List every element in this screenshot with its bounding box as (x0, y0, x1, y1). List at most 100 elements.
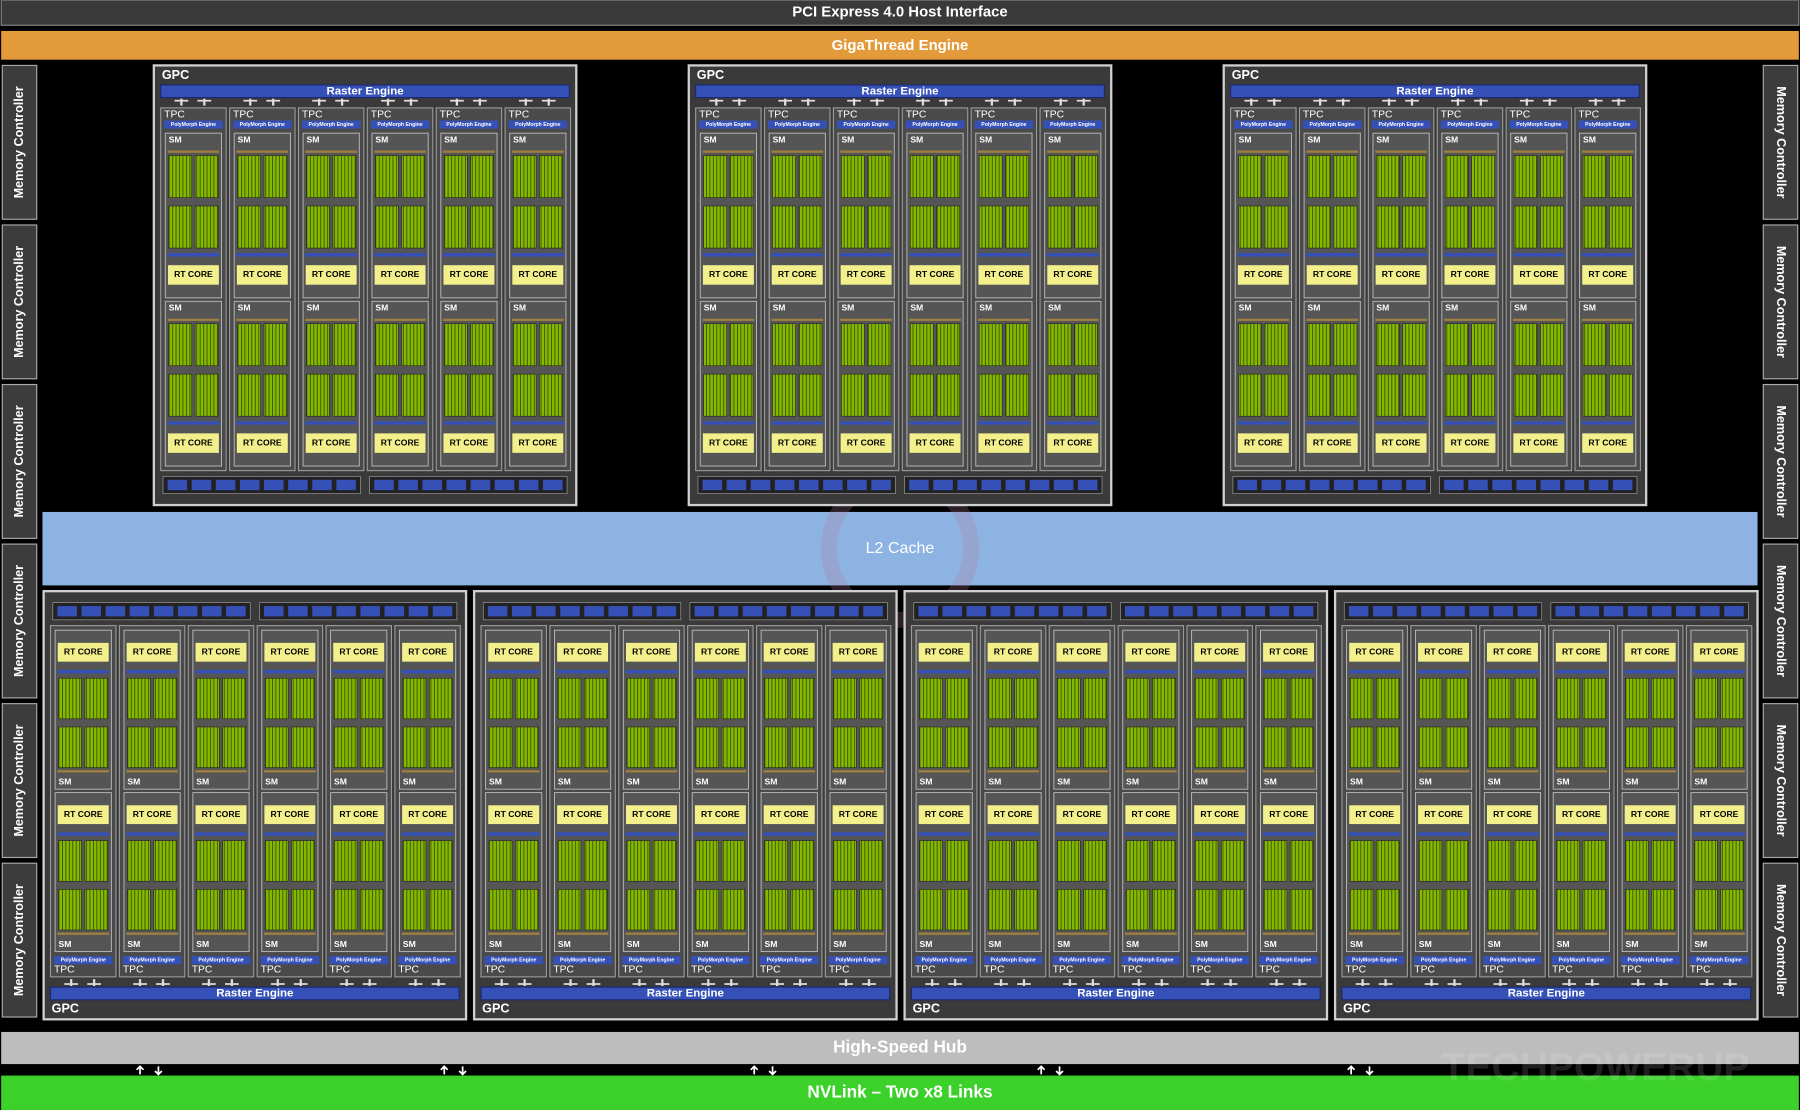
sm-divider (771, 318, 824, 321)
cuda-cores (1221, 726, 1245, 768)
cuda-cores (919, 840, 943, 882)
sm-bar (236, 253, 289, 257)
cuda-cores (1582, 889, 1607, 931)
cuda-cores (859, 840, 884, 882)
texture-unit (918, 606, 938, 617)
arrow (368, 979, 371, 987)
arrow (1525, 98, 1528, 106)
rt-core (373, 264, 427, 286)
arrow (230, 979, 234, 987)
cuda-cores (557, 677, 582, 720)
cuda-cores (1694, 840, 1718, 882)
polymorph-engine (983, 956, 1043, 965)
rt-core-label: RT CORE (1588, 269, 1627, 279)
cuda-cores (332, 205, 357, 249)
sm-bar (771, 253, 824, 257)
rt-core (1046, 432, 1099, 454)
texture-unit (942, 606, 962, 617)
texture-unit (560, 606, 580, 617)
cuda-cores (306, 155, 330, 198)
texture-unit (790, 606, 811, 617)
cuda-cores (264, 889, 289, 931)
texture-unit (518, 479, 539, 491)
rt-core (401, 642, 454, 663)
tpc-label: TPC (1043, 110, 1064, 121)
cuda-cores (1152, 889, 1176, 931)
rt-core (1443, 264, 1497, 286)
cuda-cores (584, 726, 608, 768)
arrow (345, 979, 348, 987)
texture-unit (1245, 606, 1266, 617)
tpc-label: TPC (691, 965, 712, 976)
cuda-cores (1651, 677, 1676, 720)
texture-row (697, 476, 896, 494)
cuda-cores (222, 889, 246, 931)
sm-label: SM (988, 777, 1001, 787)
sm-divider (1237, 150, 1290, 153)
arrow (1137, 979, 1140, 987)
texture-unit (1492, 479, 1512, 491)
texture-unit (933, 479, 953, 491)
texture-unit (153, 606, 174, 617)
sm-label: SM (841, 134, 854, 144)
polymorph-engine (1043, 120, 1103, 129)
sm-bar (918, 669, 971, 674)
arrow (1298, 979, 1301, 987)
arrow (437, 979, 440, 987)
texture-unit (847, 479, 867, 491)
cuda-cores (988, 726, 1012, 768)
rt-core-label: RT CORE (64, 647, 103, 657)
rt-core (1055, 804, 1109, 825)
sm-bar (195, 832, 247, 836)
polymorph-label: PolyMorph Engine (629, 958, 674, 964)
rt-core (918, 804, 971, 825)
sm-label: SM (238, 134, 251, 144)
rt-core-label: RT CORE (133, 809, 172, 819)
tpc-label: TPC (760, 965, 781, 976)
cuda-cores (1444, 677, 1469, 720)
cuda-cores (153, 677, 178, 720)
memory-controller (1762, 64, 1799, 220)
cuda-cores (1290, 677, 1314, 720)
rt-core (1555, 642, 1608, 663)
cuda-cores (936, 205, 960, 249)
rt-core (236, 264, 289, 286)
cuda-cores (539, 205, 563, 249)
cuda-cores (443, 323, 468, 367)
rt-core (305, 264, 358, 286)
arrow (523, 979, 526, 987)
raster-engine-label: Raster Engine (1077, 988, 1154, 1000)
cuda-cores (798, 155, 823, 198)
memory-controller (1762, 383, 1799, 539)
sm-bar (167, 421, 220, 425)
sm-label: SM (1694, 939, 1707, 949)
cuda-cores (1125, 889, 1150, 931)
cuda-cores (1263, 840, 1288, 882)
rt-core (57, 642, 110, 663)
arrow (455, 98, 459, 106)
rt-core (167, 264, 220, 286)
arrow (500, 979, 503, 987)
texture-unit (798, 479, 819, 491)
sm-bar (332, 832, 385, 836)
sm-label: SM (696, 777, 709, 787)
cuda-cores (945, 889, 970, 931)
sm-divider (236, 318, 289, 321)
cuda-cores (721, 840, 746, 882)
cuda-cores (1625, 726, 1649, 768)
sm-bar (1624, 669, 1677, 674)
arrow (1456, 98, 1460, 106)
rt-core (977, 264, 1031, 286)
sm-bar (1348, 669, 1401, 674)
cuda-cores (910, 155, 934, 198)
texture-unit (312, 606, 332, 617)
cuda-cores (168, 205, 192, 249)
cuda-cores (1556, 889, 1580, 931)
memory-controller-label: Memory Controller (1774, 565, 1788, 677)
cuda-cores (859, 677, 884, 720)
sm-divider (763, 932, 816, 935)
cuda-cores (264, 677, 289, 720)
tpc-label: TPC (1303, 110, 1324, 121)
polymorph-label: PolyMorph Engine (981, 122, 1026, 128)
cuda-cores (1513, 889, 1538, 931)
